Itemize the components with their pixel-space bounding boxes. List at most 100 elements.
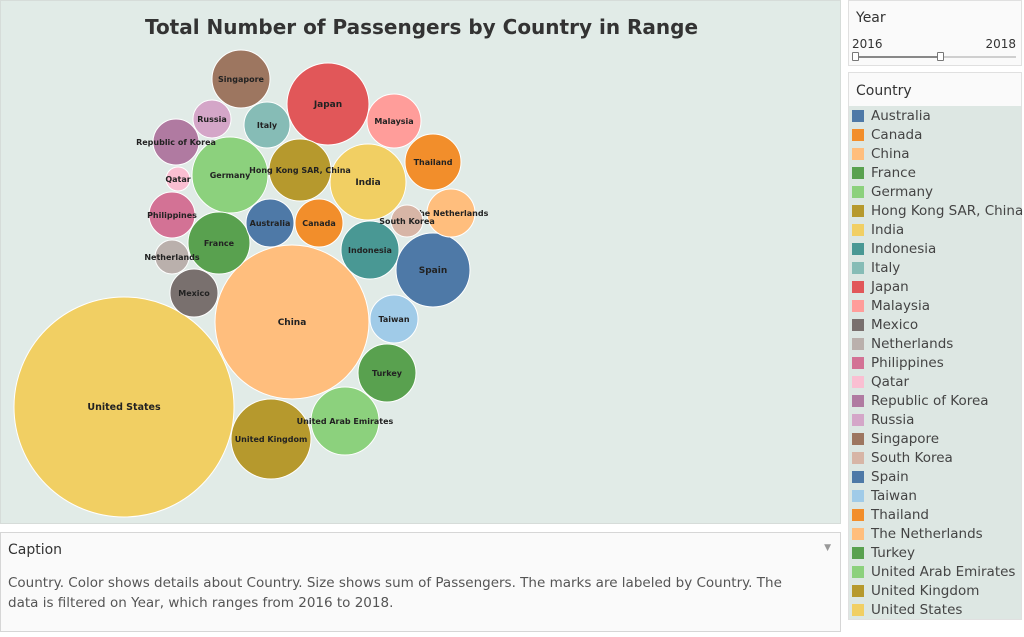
- bubble-russia[interactable]: [192, 99, 232, 139]
- year-slider-min-handle[interactable]: [852, 52, 859, 61]
- legend-item-label: United Kingdom: [871, 582, 980, 599]
- legend-item-label: Malaysia: [871, 297, 930, 314]
- legend-item[interactable]: China: [849, 144, 1021, 163]
- legend-item[interactable]: Japan: [849, 277, 1021, 296]
- legend-item[interactable]: Australia: [849, 106, 1021, 125]
- bubble-south-korea[interactable]: [390, 204, 424, 238]
- chevron-down-icon[interactable]: ▼: [824, 543, 831, 553]
- legend-swatch: [852, 109, 864, 122]
- legend-item-label: Thailand: [871, 506, 929, 523]
- caption-panel: Caption ▼ Country. Color shows details a…: [0, 532, 841, 632]
- legend-item[interactable]: Netherlands: [849, 334, 1021, 353]
- year-slider-max-handle[interactable]: [937, 52, 944, 61]
- legend-swatch: [852, 337, 864, 350]
- bubble-france[interactable]: [187, 211, 251, 275]
- legend-item[interactable]: United Kingdom: [849, 581, 1021, 600]
- legend-swatch: [852, 242, 864, 255]
- legend-item[interactable]: Spain: [849, 467, 1021, 486]
- legend-swatch: [852, 584, 864, 597]
- legend-item-label: United States: [871, 601, 963, 618]
- legend-swatch: [852, 565, 864, 578]
- legend-swatch: [852, 508, 864, 521]
- bubble-label-spain: Spain: [419, 266, 448, 276]
- legend-swatch: [852, 470, 864, 483]
- legend-item[interactable]: Thailand: [849, 505, 1021, 524]
- legend-item[interactable]: Russia: [849, 410, 1021, 429]
- legend-item-label: Philippines: [871, 354, 944, 371]
- legend-swatch: [852, 375, 864, 388]
- bubble-label-south-korea: South Korea: [379, 217, 435, 226]
- year-filter-title: Year: [856, 10, 886, 26]
- bubble-label-taiwan: Taiwan: [378, 315, 409, 324]
- legend-swatch: [852, 451, 864, 464]
- bubble-mexico[interactable]: [169, 268, 219, 318]
- bubble-turkey[interactable]: [357, 343, 417, 403]
- bubble-united-arab-emirates[interactable]: [310, 386, 380, 456]
- bubble-singapore[interactable]: [211, 49, 271, 109]
- legend-swatch: [852, 527, 864, 540]
- legend-item[interactable]: Hong Kong SAR, China: [849, 201, 1023, 220]
- legend-swatch: [852, 128, 864, 141]
- legend-swatch: [852, 489, 864, 502]
- bubble-canada[interactable]: [294, 198, 344, 248]
- bubble-malaysia[interactable]: [366, 93, 422, 149]
- legend-swatch: [852, 603, 864, 616]
- bubble-united-kingdom[interactable]: [230, 398, 312, 480]
- legend-item[interactable]: Singapore: [849, 429, 1021, 448]
- legend-item[interactable]: Germany: [849, 182, 1021, 201]
- bubble-the-netherlands[interactable]: [426, 188, 476, 238]
- legend-swatch: [852, 432, 864, 445]
- bubble-label-the-netherlands: The Netherlands: [414, 209, 489, 218]
- bubble-spain[interactable]: [395, 232, 471, 308]
- legend-item[interactable]: France: [849, 163, 1021, 182]
- legend-item[interactable]: Canada: [849, 125, 1021, 144]
- bubble-australia[interactable]: [245, 198, 295, 248]
- year-filter: Year 2016 2018: [848, 0, 1022, 66]
- bubble-taiwan[interactable]: [369, 294, 419, 344]
- bubble-italy[interactable]: [243, 101, 291, 149]
- legend-item[interactable]: The Netherlands: [849, 524, 1021, 543]
- year-max-label: 2018: [985, 37, 1016, 51]
- legend-item-label: Taiwan: [871, 487, 917, 504]
- legend-item[interactable]: Turkey: [849, 543, 1021, 562]
- legend-swatch: [852, 166, 864, 179]
- legend-item[interactable]: Malaysia: [849, 296, 1021, 315]
- bubble-philippines[interactable]: [148, 191, 196, 239]
- legend-list: Australia Canada China France Germany Hong Ko…: [849, 106, 1023, 619]
- legend-item[interactable]: Republic of Korea: [849, 391, 1021, 410]
- bubble-label-united-arab-emirates: United Arab Emirates: [297, 417, 394, 426]
- legend-item[interactable]: Taiwan: [849, 486, 1021, 505]
- bubble-label-philippines: Philippines: [147, 211, 197, 220]
- legend-item[interactable]: South Korea: [849, 448, 1021, 467]
- legend-item[interactable]: Mexico: [849, 315, 1021, 334]
- bubble-qatar[interactable]: [165, 166, 191, 192]
- bubble-indonesia[interactable]: [340, 220, 400, 280]
- legend-item[interactable]: Qatar: [849, 372, 1021, 391]
- legend-item[interactable]: United States: [849, 600, 1021, 619]
- packed-bubble-chart: Total Number of Passengers by Country in…: [0, 0, 841, 524]
- bubble-japan[interactable]: [286, 62, 370, 146]
- legend-item-label: Republic of Korea: [871, 392, 989, 409]
- legend-swatch: [852, 280, 864, 293]
- bubble-label-france: France: [204, 239, 235, 248]
- legend-item-label: South Korea: [871, 449, 953, 466]
- legend-item[interactable]: United Arab Emirates: [849, 562, 1021, 581]
- bubble-label-indonesia: Indonesia: [348, 246, 392, 255]
- bubble-india[interactable]: [329, 143, 407, 221]
- bubble-republic-of-korea[interactable]: [152, 118, 200, 166]
- legend-item[interactable]: Italy: [849, 258, 1021, 277]
- legend-swatch: [852, 223, 864, 236]
- legend-swatch: [852, 546, 864, 559]
- bubble-thailand[interactable]: [404, 133, 462, 191]
- legend-item[interactable]: Philippines: [849, 353, 1021, 372]
- bubble-germany[interactable]: [191, 136, 269, 214]
- bubble-hong-kong-sar-china[interactable]: [268, 138, 332, 202]
- legend-item-label: Italy: [871, 259, 901, 276]
- bubble-united-states[interactable]: [13, 296, 235, 518]
- legend-item-label: Turkey: [871, 544, 915, 561]
- legend-item[interactable]: India: [849, 220, 1021, 239]
- bubble-netherlands[interactable]: [154, 239, 190, 275]
- legend-item[interactable]: Indonesia: [849, 239, 1021, 258]
- bubble-china[interactable]: [214, 244, 370, 400]
- legend-item-label: Japan: [871, 278, 909, 295]
